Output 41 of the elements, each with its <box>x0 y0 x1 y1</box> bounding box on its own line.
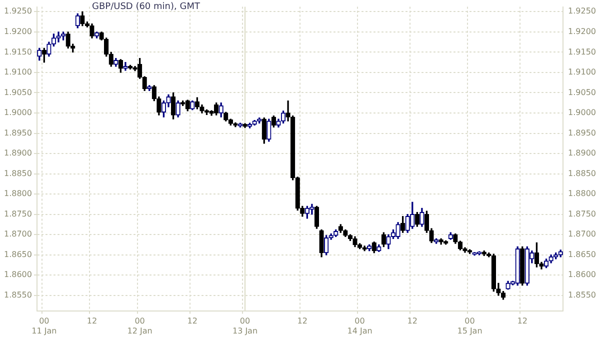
x-tick-label: 00 13 Jan <box>232 316 258 336</box>
chart-title: GBP/USD (60 min), GMT <box>92 2 200 12</box>
y-tick-label: 1.8700 <box>4 230 32 239</box>
text: 1.8600 <box>568 270 596 280</box>
text: 1.9100 <box>568 68 596 77</box>
x-tick-label: 12 <box>297 316 308 326</box>
text: 1.9150 <box>568 47 596 56</box>
x-tick-label: 12 <box>187 316 198 326</box>
y-tick-label: 1.8900 <box>4 148 32 158</box>
y-tick-label: 1.8850 <box>4 168 32 178</box>
text: 1.8800 <box>568 189 596 198</box>
text: 1.8650 <box>568 250 596 259</box>
text: 1.9000 <box>568 108 596 118</box>
y-tick-label: 1.9100 <box>4 68 32 77</box>
text: 1.8900 <box>568 148 596 158</box>
y-tick-label: 1.9250 <box>4 6 32 16</box>
y-tick-label: 1.8800 <box>4 189 32 198</box>
y-tick-label: 1.9150 <box>4 47 32 56</box>
x-tick-label: 00 15 Jan <box>457 316 482 336</box>
y-tick-label: 1.8650 <box>4 250 32 259</box>
text: 1.8700 <box>568 230 596 239</box>
text: 1.8750 <box>568 209 596 218</box>
text: 1.9050 <box>568 88 596 97</box>
text: 1.8550 <box>568 290 596 300</box>
x-tick-label: 00 12 Jan <box>127 316 152 336</box>
y-tick-label: 1.9050 <box>4 88 32 97</box>
y-tick-label: 1.8550 <box>4 290 32 300</box>
text: 1.9250 <box>568 6 596 16</box>
y-tick-label: 1.9000 <box>4 108 32 118</box>
x-tick-label: 00 11 Jan <box>32 316 57 336</box>
x-tick-label: 12 <box>517 316 528 326</box>
text: 1.9200 <box>568 27 596 36</box>
y-tick-label: 1.8750 <box>4 209 32 218</box>
y-tick-label: 1.8950 <box>4 128 32 138</box>
x-tick-label: 12 <box>86 316 98 326</box>
y-tick-label: 1.9200 <box>4 27 32 36</box>
y-tick-label: 1.8600 <box>4 270 32 280</box>
x-tick-label: 12 <box>407 316 418 326</box>
x-tick-label: 00 14 Jan <box>347 316 372 336</box>
text: 1.8850 <box>568 168 596 178</box>
text: 1.8950 <box>568 128 596 138</box>
